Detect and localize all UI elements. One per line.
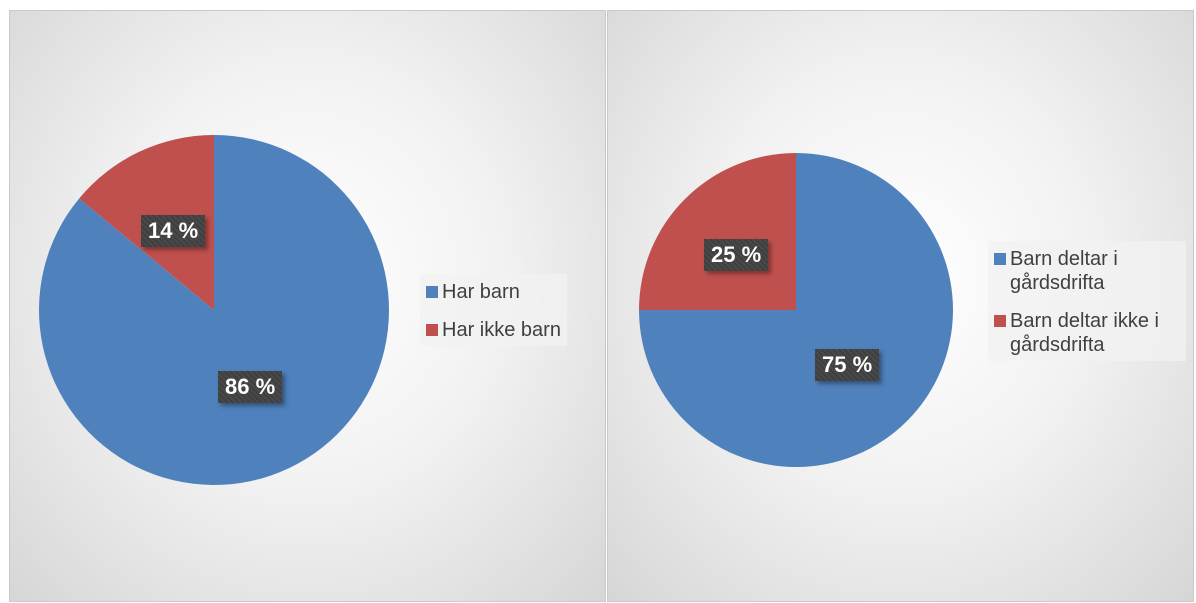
legend-item-not-participates: Barn deltar ikke i gårdsdrifta <box>994 309 1180 357</box>
data-label-no-children: 14 % <box>141 215 206 247</box>
pie-slice-red <box>639 153 796 310</box>
legend-swatch-red <box>426 324 438 336</box>
legend-children: Har barn Har ikke barn <box>420 274 567 346</box>
legend-swatch-blue <box>426 286 438 298</box>
legend-label-not-participates: Barn deltar ikke i gårdsdrifta <box>1010 310 1159 356</box>
legend-label-has-children: Har barn <box>442 281 520 303</box>
legend-item-no-children: Har ikke barn <box>426 318 561 342</box>
legend-label-participates: Barn deltar i gårdsdrifta <box>1010 248 1118 294</box>
data-label-has-children: 86 % <box>218 371 283 403</box>
legend-item-has-children: Har barn <box>426 280 561 304</box>
legend-swatch-blue <box>994 253 1006 265</box>
legend-farm-participation: Barn deltar i gårdsdrifta Barn deltar ik… <box>988 241 1186 361</box>
chart-panel-children: Har barn Har ikke barn 14 % 86 % <box>9 10 606 602</box>
legend-label-no-children: Har ikke barn <box>442 319 561 341</box>
data-label-participates: 75 % <box>815 349 880 381</box>
pie-slice-blue <box>38 135 389 485</box>
legend-swatch-red <box>994 315 1006 327</box>
legend-item-participates: Barn deltar i gårdsdrifta <box>994 247 1180 295</box>
chart-panel-farm-participation: Barn deltar i gårdsdrifta Barn deltar ik… <box>607 10 1194 602</box>
data-label-not-participates: 25 % <box>704 239 769 271</box>
